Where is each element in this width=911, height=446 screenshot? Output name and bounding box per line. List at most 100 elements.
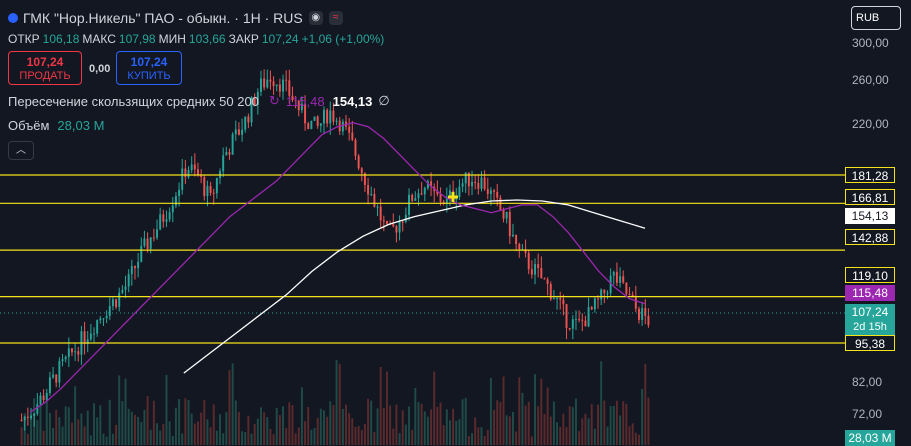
candle-body	[376, 206, 379, 208]
candle-body	[64, 356, 67, 360]
candle-body	[590, 307, 593, 310]
candle-body	[121, 290, 124, 293]
volume-bar	[244, 432, 247, 445]
level-tag[interactable]: 119,10	[845, 267, 895, 283]
candle-body	[200, 175, 203, 177]
candle-body	[540, 267, 543, 279]
candle-body	[260, 78, 262, 92]
volume-bar	[379, 366, 382, 445]
candle-body	[71, 348, 73, 353]
sell-button[interactable]: 107,24 ПРОДАТЬ	[8, 51, 82, 85]
volume-bar	[212, 404, 215, 445]
volume-bar	[282, 406, 284, 445]
volume-bar	[162, 423, 165, 445]
level-tag[interactable]: 166,81	[845, 189, 895, 205]
candle-body	[99, 318, 102, 321]
candle-body	[159, 214, 162, 230]
volume-bar	[127, 408, 130, 445]
candle-body	[370, 193, 373, 195]
refresh-icon[interactable]: ↻	[268, 93, 280, 108]
volume-bar	[335, 360, 338, 445]
level-tag[interactable]: 142,88	[845, 229, 895, 245]
ma-legend[interactable]: Пересечение скользящих средних 50 200 ↻ …	[8, 93, 390, 109]
eye-icon[interactable]: ◉	[308, 11, 323, 25]
volume-bar	[455, 420, 458, 445]
candle-body	[127, 274, 130, 287]
candle-body	[581, 319, 584, 321]
candle-body	[36, 404, 39, 414]
volume-bar	[338, 363, 341, 445]
candle-body	[644, 308, 647, 316]
volume-bar	[294, 433, 297, 445]
volume-bar	[370, 400, 373, 445]
candle-body	[625, 282, 628, 294]
volume-bar	[67, 407, 70, 445]
candle-body	[471, 181, 473, 187]
level-tag[interactable]: 95,38	[845, 335, 895, 351]
symbol-legend[interactable]: ГМК "Нор.Никель" ПАО - обыкн. · 1H · RUS…	[8, 10, 343, 26]
candle-body	[417, 193, 420, 199]
candle-body	[593, 298, 596, 310]
candle-body	[184, 168, 187, 178]
volume-bar	[140, 422, 143, 445]
candle-body	[83, 331, 86, 345]
volume-bar	[297, 427, 300, 445]
volume-legend[interactable]: Объём 28,03 M	[8, 118, 104, 133]
volume-bar	[615, 400, 618, 445]
volume-bar	[461, 399, 464, 445]
candle-body	[115, 299, 118, 308]
volume-bar	[55, 409, 58, 445]
volume-bar	[93, 403, 95, 445]
candle-body	[360, 168, 363, 174]
candle-body	[26, 416, 29, 418]
buy-button[interactable]: 107,24 КУПИТЬ	[116, 51, 182, 85]
volume-bar	[323, 410, 325, 445]
volume-bar	[445, 409, 448, 445]
volume-bar	[263, 412, 266, 445]
volume-bar	[578, 431, 581, 445]
candle-body	[515, 234, 518, 245]
candle-body	[597, 298, 599, 300]
volume-bar	[149, 429, 152, 445]
volume-bar	[124, 378, 127, 445]
candle-body	[42, 395, 45, 400]
candle-body	[411, 194, 414, 201]
volume-bar	[241, 431, 244, 445]
candle-body	[197, 169, 199, 176]
chevron-up-icon[interactable]: ︿	[8, 141, 34, 160]
volume-bar	[329, 401, 332, 445]
candle-body	[285, 79, 288, 81]
settings-icon[interactable]: ≈	[328, 11, 343, 25]
candle-body	[458, 186, 461, 198]
volume-bar	[118, 375, 121, 445]
currency-button[interactable]: RUB	[851, 6, 901, 30]
volume-bar	[360, 429, 363, 445]
volume-bar	[486, 429, 489, 445]
volume-bar	[543, 413, 546, 445]
candle-body	[152, 237, 155, 239]
volume-bar	[96, 417, 99, 445]
volume-value: 28,03 M	[57, 118, 105, 133]
axis-tick: 220,00	[852, 117, 889, 131]
volume-tag: 28,03 M	[845, 430, 895, 446]
candle-body	[600, 289, 603, 300]
candle-body	[638, 308, 640, 320]
volume-bar	[193, 423, 196, 445]
candle-body	[124, 286, 127, 291]
candle-body	[420, 193, 423, 195]
volume-bar	[644, 363, 647, 445]
candle-body	[559, 298, 562, 300]
volume-bar	[546, 387, 549, 445]
currency-label: RUB	[856, 12, 880, 24]
candle-body	[568, 328, 571, 330]
candle-body	[209, 185, 212, 193]
candle-body	[231, 134, 234, 155]
level-tag[interactable]: 181,28	[845, 167, 895, 183]
horizontal-levels	[0, 174, 845, 344]
volume-bar	[363, 423, 366, 445]
volume-bar	[269, 428, 272, 445]
candle-body	[587, 307, 590, 327]
candle-body	[584, 320, 587, 327]
ma-slow-suffix: ∅	[378, 93, 390, 108]
